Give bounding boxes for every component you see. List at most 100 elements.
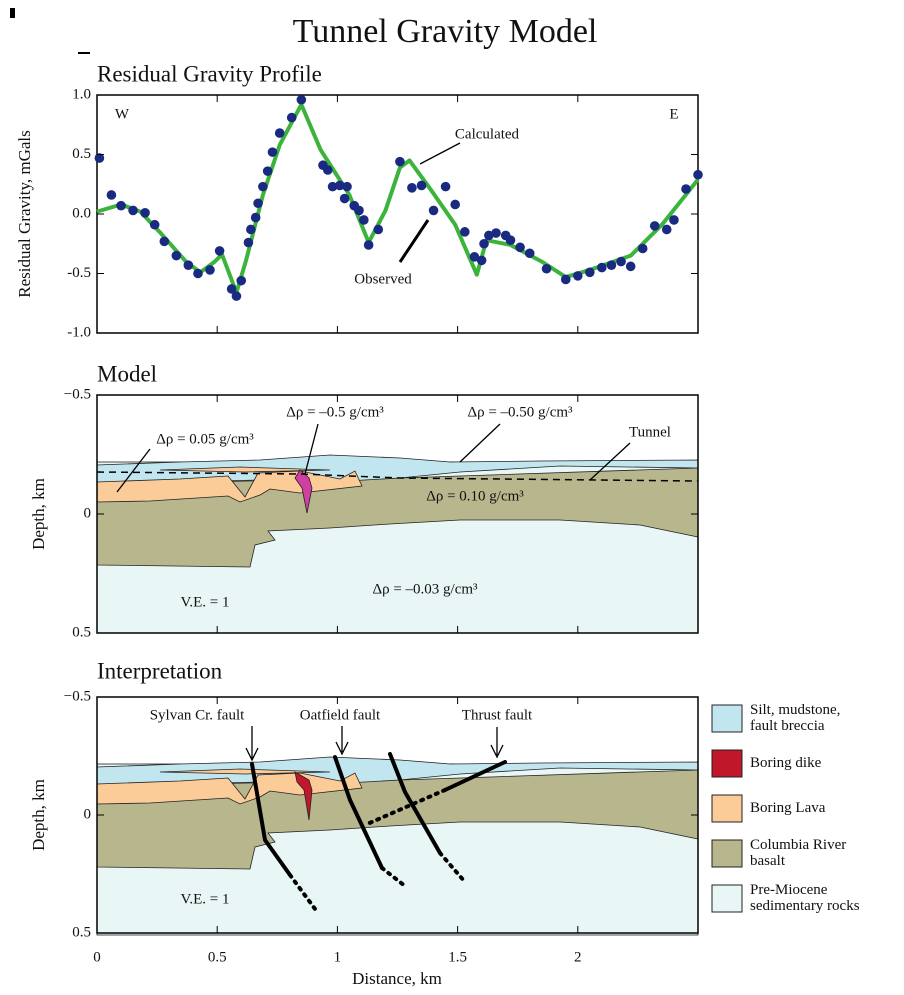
observed-point — [236, 276, 246, 286]
observed-point — [597, 263, 607, 273]
observed-point — [253, 198, 263, 208]
observed-point — [479, 239, 489, 249]
observed-point — [460, 227, 470, 237]
observed-point — [215, 246, 225, 256]
x-tick-label: 2 — [574, 949, 582, 965]
series-label: Observed — [354, 271, 412, 287]
legend-label: Boring dike — [750, 755, 822, 771]
observed-point — [417, 181, 427, 191]
leader — [400, 220, 428, 262]
y-axis-label: Depth, km — [29, 779, 48, 851]
observed-point — [342, 182, 352, 192]
y-tick-label: -0.5 — [67, 265, 91, 281]
observed-point — [693, 170, 703, 180]
observed-point — [681, 184, 691, 194]
annotation: Δρ = –0.50 g/cm³ — [467, 404, 573, 420]
observed-point — [441, 182, 451, 192]
annotation: E — [669, 106, 678, 122]
observed-point — [205, 265, 215, 275]
y-tick-label: 0.5 — [72, 146, 91, 162]
x-tick-label: 1 — [334, 949, 342, 965]
annotation: Thrust fault — [462, 707, 533, 723]
legend-label: Silt, mudstone, — [750, 702, 840, 718]
legend-label: Boring Lava — [750, 800, 826, 816]
observed-point — [354, 206, 364, 216]
observed-point — [491, 228, 501, 238]
observed-point — [638, 244, 648, 254]
observed-point — [263, 166, 273, 176]
observed-point — [251, 213, 261, 223]
legend-label: fault breccia — [750, 718, 825, 734]
arrows — [246, 726, 503, 760]
observed-point — [450, 200, 460, 210]
observed-point — [268, 147, 278, 157]
annotation: Tunnel — [629, 424, 671, 440]
legend-label: sedimentary rocks — [750, 898, 860, 914]
observed-point — [140, 208, 150, 218]
panel-title: Residual Gravity Profile — [97, 61, 322, 86]
observed-point — [542, 264, 552, 274]
observed-point — [407, 183, 417, 193]
y-tick-label: −0.5 — [64, 688, 91, 704]
annotation: Δρ = –0.03 g/cm³ — [372, 581, 478, 597]
legend-swatch — [712, 750, 742, 777]
observed-point — [525, 248, 535, 258]
observed-point — [246, 225, 256, 235]
observed-point — [340, 194, 350, 204]
leader — [420, 143, 460, 164]
annotation: Δρ = –0.5 g/cm³ — [286, 404, 384, 420]
y-axis-label: Residual Gravity, mGals — [15, 130, 34, 297]
observed-point — [626, 262, 636, 272]
y-tick-label: 0.5 — [72, 624, 91, 640]
x-axis-label: Distance, km — [352, 969, 442, 988]
y-axis-label: Depth, km — [29, 478, 48, 550]
annotation: Oatfield fault — [300, 707, 381, 723]
observed-point — [650, 221, 660, 231]
y-tick-label: 0.5 — [72, 924, 91, 940]
legend-label: Columbia River — [750, 837, 846, 853]
leader — [460, 424, 500, 462]
observed-point — [359, 215, 369, 225]
observed-point — [116, 201, 126, 211]
observed-point — [287, 113, 297, 123]
observed-point — [669, 215, 679, 225]
observed-point — [561, 275, 571, 285]
observed-point — [573, 271, 583, 281]
annotation: W — [115, 106, 130, 122]
observed-point — [373, 225, 383, 235]
legend-swatch — [712, 795, 742, 822]
y-tick-label: 1.0 — [72, 86, 91, 102]
observed-point — [258, 182, 268, 192]
series-label: Calculated — [455, 126, 520, 142]
observed-point — [395, 157, 405, 167]
corner-mark — [78, 52, 90, 54]
observed-point — [128, 206, 138, 216]
observed-point — [193, 269, 203, 279]
x-tick-label: 0 — [93, 949, 101, 965]
y-tick-label: 0 — [84, 505, 92, 521]
observed-point — [160, 237, 170, 247]
legend-label: basalt — [750, 853, 786, 869]
annotation: Δρ = 0.05 g/cm³ — [156, 431, 254, 447]
observed-point — [172, 251, 182, 261]
y-tick-label: -1.0 — [67, 324, 91, 340]
interpretation-section — [97, 757, 698, 935]
observed-point — [232, 291, 242, 301]
legend-label: Pre-Miocene — [750, 882, 828, 898]
y-tick-label: 0 — [84, 806, 92, 822]
annotation: V.E. = 1 — [180, 891, 229, 907]
observed-point — [323, 165, 333, 175]
legend-swatch — [712, 705, 742, 732]
observed-point — [429, 206, 439, 216]
annotation: V.E. = 1 — [180, 594, 229, 610]
annotation: Δρ = 0.10 g/cm³ — [426, 488, 524, 504]
panel-title: Interpretation — [97, 658, 223, 683]
observed-point — [585, 268, 595, 278]
observed-point — [275, 128, 285, 138]
arrow — [246, 726, 258, 760]
observed-point — [607, 260, 617, 270]
observed-point — [364, 240, 374, 250]
observed-point — [477, 256, 487, 266]
legend-swatch — [712, 885, 742, 912]
arrow — [336, 726, 348, 754]
